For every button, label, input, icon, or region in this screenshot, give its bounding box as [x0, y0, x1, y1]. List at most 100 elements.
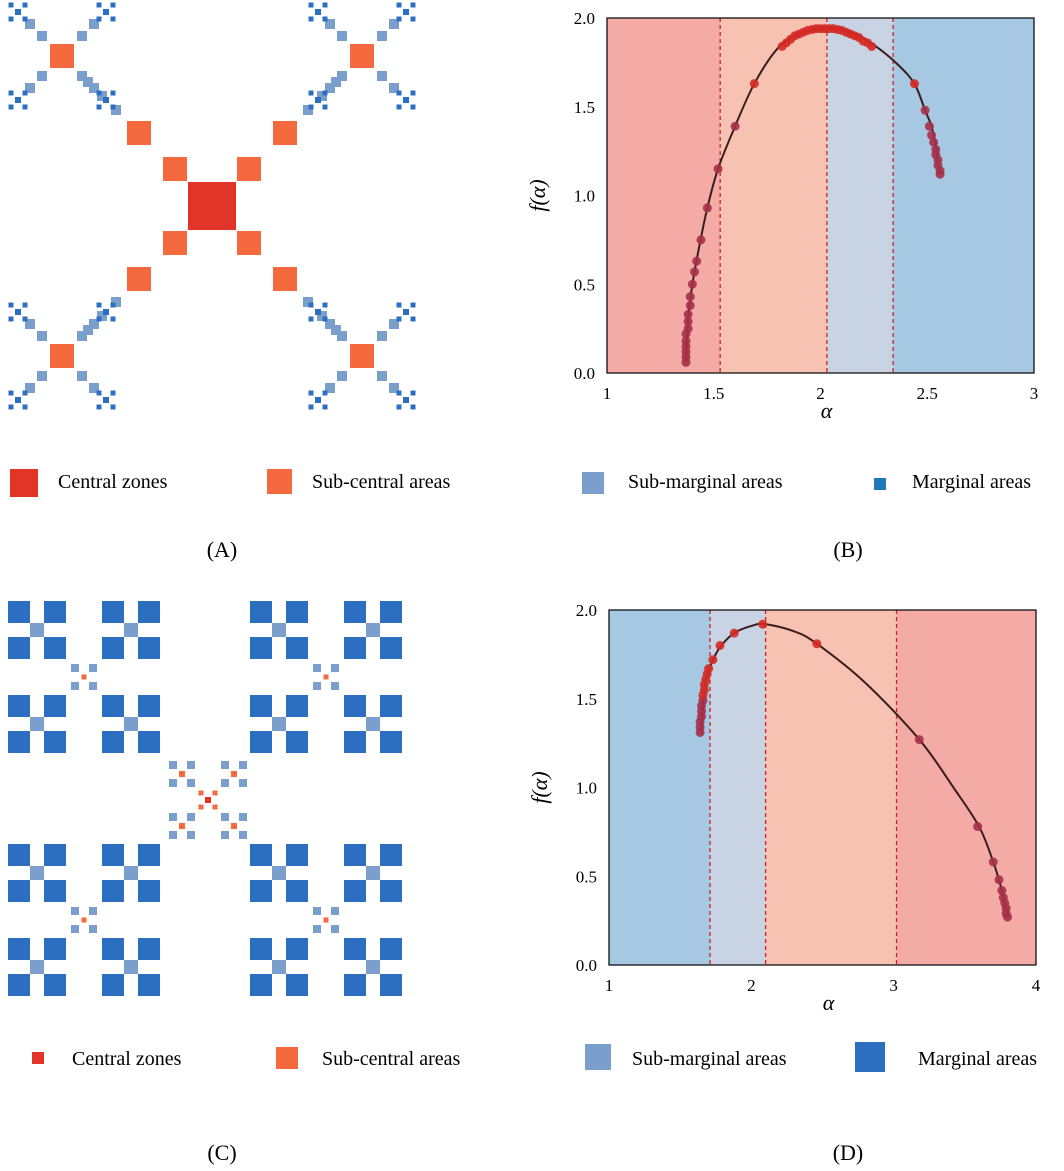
fractal-cell-central	[188, 182, 236, 230]
data-point	[687, 279, 697, 289]
fractal-cell-marginal	[396, 16, 402, 22]
fractal-cell-sub-marginal	[317, 311, 327, 321]
data-point	[730, 121, 740, 131]
fractal-cell-marginal	[250, 637, 272, 659]
fractal-cell-sub-central	[127, 121, 151, 145]
data-point	[683, 309, 693, 319]
fractal-cell-marginal	[102, 731, 124, 753]
y-tick-label: 1.5	[576, 690, 597, 709]
fractal-cell-sub-marginal	[89, 319, 99, 329]
fractal-cell-sub-marginal	[169, 779, 177, 787]
fractal-cell-marginal	[22, 16, 28, 22]
fractal-cell-marginal	[322, 316, 328, 322]
fractal-cell-marginal	[315, 9, 321, 15]
fractal-cell-marginal	[308, 104, 314, 110]
fractal-cell-marginal	[15, 9, 21, 15]
data-point	[935, 169, 945, 179]
fractal-cell-marginal	[396, 316, 402, 322]
fractal-cell-sub-marginal	[37, 371, 47, 381]
fractal-cell-marginal	[22, 390, 28, 396]
fractal-cell-sub-marginal	[366, 960, 380, 974]
fractal-cell-sub-marginal	[377, 31, 387, 41]
fractal-cell-sub-marginal	[97, 311, 107, 321]
fractal-cell-marginal	[380, 731, 402, 753]
fractal-cell-marginal	[308, 90, 314, 96]
fractal-cell-sub-marginal	[389, 19, 399, 29]
fractal-cell-marginal	[410, 390, 416, 396]
fractal-cell-marginal	[308, 390, 314, 396]
data-point	[867, 41, 877, 51]
fractal-cell-marginal	[410, 316, 416, 322]
fractal-cell-marginal	[8, 695, 30, 717]
fractal-cell-marginal	[322, 390, 328, 396]
band-central	[607, 18, 721, 373]
fractal-cell-sub-marginal	[331, 325, 341, 335]
fractal-cell-sub-marginal	[366, 866, 380, 880]
fractal-cell-sub-marginal	[337, 31, 347, 41]
fractal-cell-marginal	[102, 637, 124, 659]
fractal-cell-marginal	[380, 974, 402, 996]
fractal-cell-sub-marginal	[325, 19, 335, 29]
fractal-cell-marginal	[138, 938, 160, 960]
x-tick-label: 3	[1030, 384, 1039, 403]
fractal-cell-marginal	[315, 397, 321, 403]
fractal-cell-marginal	[410, 302, 416, 308]
band-sub-central	[765, 610, 897, 965]
fractal-cell-marginal	[250, 938, 272, 960]
fractal-cell-sub-central	[237, 157, 261, 181]
band-sub-central	[720, 18, 827, 373]
fractal-cell-marginal	[403, 309, 409, 315]
fractal-cell-marginal	[344, 601, 366, 623]
fractal-cell-sub-marginal	[331, 907, 339, 915]
fractal-cell-sub-central	[81, 917, 87, 923]
fractal-cell-sub-central	[179, 771, 185, 777]
panel-label-a: (A)	[207, 537, 238, 562]
fractal-cell-sub-marginal	[366, 717, 380, 731]
x-tick-label: 2	[816, 384, 825, 403]
fractal-cell-sub-central	[198, 790, 204, 796]
fractal-cell-sub-marginal	[89, 925, 97, 933]
fractal-cell-marginal	[102, 601, 124, 623]
fractal-cell-marginal	[138, 637, 160, 659]
fractal-cell-sub-marginal	[97, 91, 107, 101]
x-tick-label: 1	[603, 384, 612, 403]
fractal-cell-marginal	[8, 731, 30, 753]
fractal-cell-marginal	[396, 90, 402, 96]
fractal-cell-sub-marginal	[124, 623, 138, 637]
fractal-cell-marginal	[102, 974, 124, 996]
fractal-cell-sub-central	[198, 804, 204, 810]
data-point	[685, 292, 695, 302]
fractal-cell-marginal	[286, 938, 308, 960]
fractal-cell-marginal	[15, 309, 21, 315]
legend-label-sub-marginal-2: Sub-marginal areas	[632, 1048, 787, 1070]
fractal-cell-sub-marginal	[124, 960, 138, 974]
fractal-cell-sub-marginal	[313, 664, 321, 672]
y-axis-label: f(α)	[527, 771, 552, 803]
fractal-cell-sub-marginal	[71, 682, 79, 690]
fractal-cell-sub-marginal	[303, 105, 313, 115]
fractal-cell-sub-marginal	[169, 813, 177, 821]
fractal-cell-marginal	[410, 404, 416, 410]
legend-label-sub-central-2: Sub-central areas	[322, 1048, 460, 1070]
fractal-cell-sub-marginal	[221, 831, 229, 839]
fractal-cell-sub-marginal	[111, 105, 121, 115]
fractal-cell-marginal	[138, 844, 160, 866]
fractal-cell-sub-marginal	[389, 83, 399, 93]
x-tick-label: 1.5	[703, 384, 724, 403]
fractal-cell-sub-marginal	[377, 71, 387, 81]
fractal-cell-marginal	[44, 601, 66, 623]
fractal-cell-marginal	[380, 844, 402, 866]
fractal-cell-marginal	[322, 104, 328, 110]
fractal-cell-marginal	[308, 316, 314, 322]
fractal-cell-sub-marginal	[89, 383, 99, 393]
data-point	[927, 130, 937, 140]
fractal-cell-marginal	[322, 16, 328, 22]
fractal-cell-marginal	[44, 880, 66, 902]
fractal-cell-marginal	[396, 302, 402, 308]
fractal-cell-sub-central	[212, 804, 218, 810]
fractal-cell-sub-marginal	[77, 371, 87, 381]
fractal-cell-marginal	[8, 16, 14, 22]
legend-label-central: Central zones	[58, 471, 168, 493]
fractal-cell-sub-marginal	[239, 813, 247, 821]
fractal-cell-marginal	[410, 2, 416, 8]
